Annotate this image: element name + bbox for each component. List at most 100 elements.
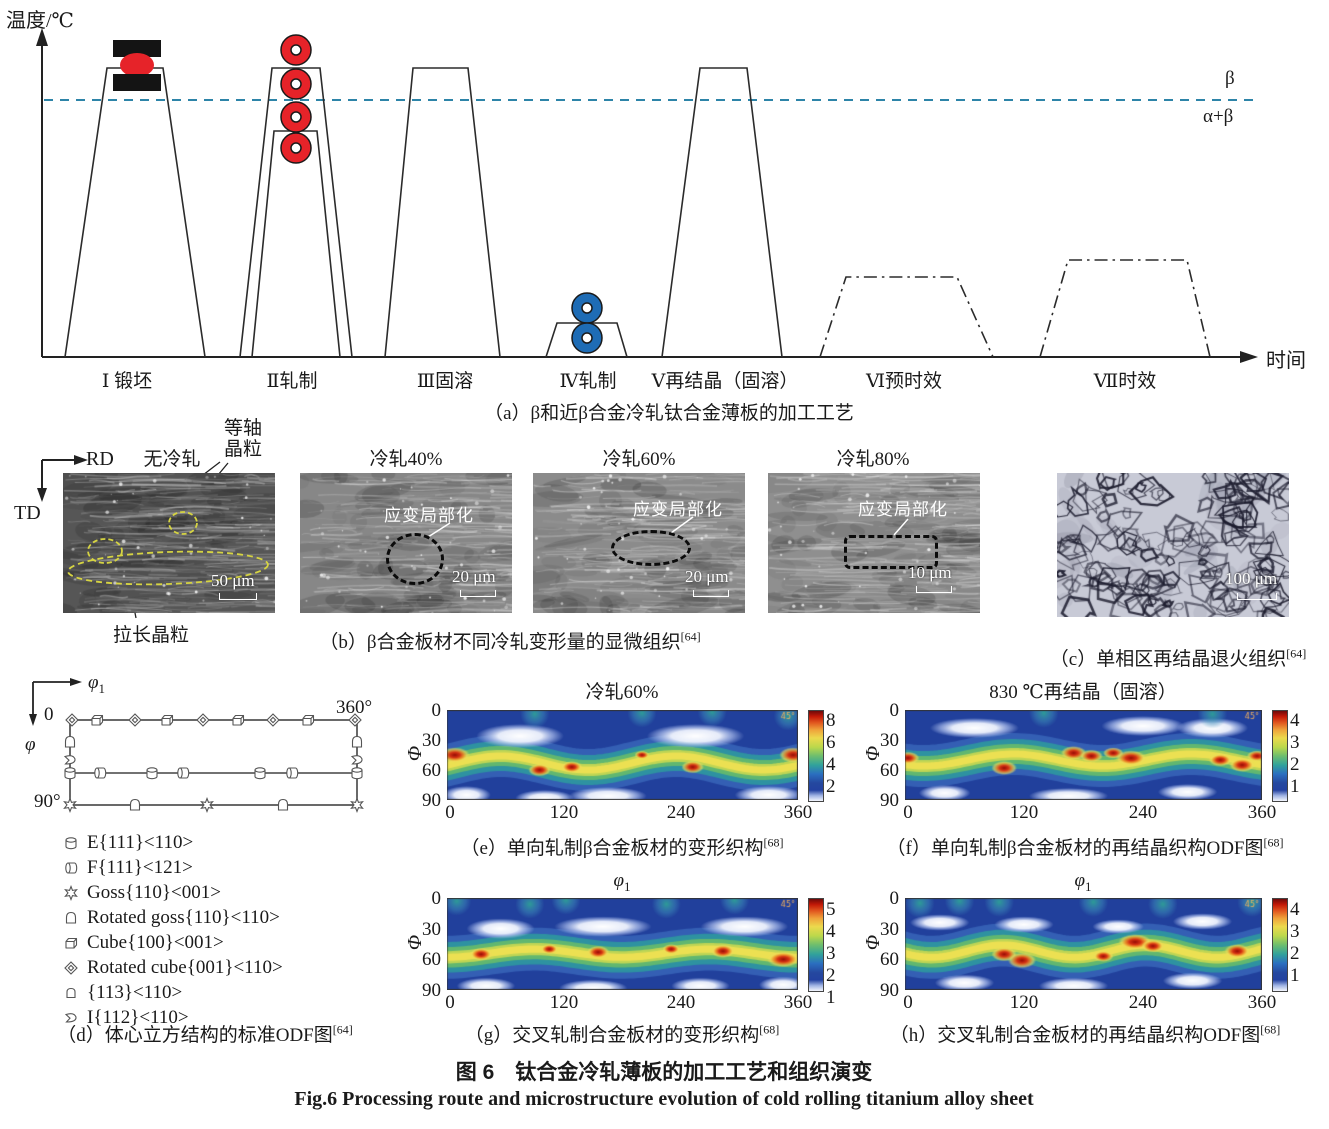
phi1-sub: 1 bbox=[98, 680, 106, 696]
scale-bar-label: 10 μm bbox=[908, 563, 952, 582]
panel-e-ytick: 30 bbox=[422, 730, 441, 751]
td-arrow-icon bbox=[37, 488, 47, 502]
caption-f: （f）单向轧制β合金板材的再结晶织构ODF图[68] bbox=[886, 833, 1283, 860]
step-label-preaging: Ⅵ预时效 bbox=[865, 371, 943, 392]
step-label-rolling: Ⅱ轧制 bbox=[266, 371, 318, 392]
panel-h-xtick: 120 bbox=[1009, 992, 1039, 1013]
panel-f-ytick: 0 bbox=[889, 700, 900, 721]
cbar-tick: 3 bbox=[1290, 732, 1300, 753]
panel-g-xtick: 0 bbox=[445, 992, 455, 1013]
cbar-tick: 1 bbox=[1290, 776, 1300, 797]
panel-h-ytick: 0 bbox=[889, 888, 900, 909]
cold-rolling-rollers-icon bbox=[571, 292, 603, 354]
scale-bar-icon bbox=[460, 590, 496, 597]
scale-bar-icon bbox=[693, 590, 729, 597]
scale-bar-icon bbox=[219, 593, 257, 600]
cbar-tick: 4 bbox=[1290, 710, 1300, 731]
caption-g-ref: [68] bbox=[759, 1022, 780, 1037]
scale-bar-label: 20 μm bbox=[452, 567, 496, 586]
caption-b-ref: [64] bbox=[680, 629, 701, 644]
panel-h-title-sub: 1 bbox=[1085, 878, 1092, 894]
phi-axis-arrow-icon bbox=[29, 714, 37, 726]
cbar-tick: 4 bbox=[1290, 899, 1300, 920]
strain-localization-annotation: 应变局部化 bbox=[633, 500, 723, 519]
panel-h-heatmap-canvas bbox=[905, 898, 1262, 990]
micrograph4-canvas bbox=[768, 473, 980, 613]
panel-h-ytick: 30 bbox=[880, 919, 899, 940]
caption-h-ref: [68] bbox=[1260, 1022, 1281, 1037]
star-symbol-icon bbox=[64, 885, 78, 900]
strain-localization-circle-icon bbox=[386, 533, 444, 585]
panel-h-colorbar bbox=[1272, 898, 1288, 992]
legend-label: Rotated cube{001}<110> bbox=[87, 956, 283, 978]
legend-item-rotated-cube: Rotated cube{001}<110> bbox=[62, 955, 283, 980]
panel-g-heatmap-canvas bbox=[447, 898, 798, 990]
forging-billet-icon bbox=[120, 53, 154, 77]
micrograph-cold-rolled-60: 应变局部化 20 μm bbox=[533, 473, 745, 613]
strain-localization-ellipse-icon bbox=[611, 530, 691, 566]
cbar-tick: 2 bbox=[1290, 754, 1300, 775]
cbar-tick: 1 bbox=[826, 987, 836, 1008]
legend-label: {113}<110> bbox=[87, 981, 183, 1003]
time-axis-arrow-icon bbox=[1240, 351, 1258, 363]
legend-label: I{112}<110> bbox=[87, 1006, 189, 1028]
scale-bar-icon bbox=[916, 586, 952, 593]
step2-trapezoid-inner bbox=[251, 130, 341, 358]
equiaxed-grain-annotation: 等轴晶粒 bbox=[224, 418, 263, 461]
caption-h: （h）交叉轧制合金板材的再结晶织构ODF图[68] bbox=[890, 1020, 1281, 1047]
panel-h-title: φ1 bbox=[1074, 870, 1091, 895]
panel-g-plot bbox=[447, 898, 798, 990]
legend-item-F: F{111}<121> bbox=[62, 855, 283, 880]
equiaxed-grain-outline-icon bbox=[87, 538, 123, 564]
caption-b: （b）β合金板材不同冷轧变形量的显微组织[64] bbox=[319, 627, 700, 654]
panel-h-xtick: 240 bbox=[1128, 992, 1158, 1013]
step5-trapezoid bbox=[661, 67, 783, 358]
legend-label: E{111}<110> bbox=[87, 831, 194, 853]
caption-e: （e）单向轧制β合金板材的变形织构[68] bbox=[460, 833, 783, 860]
panel-g-ytick: 60 bbox=[422, 949, 441, 970]
panel-e-heatmap-canvas bbox=[447, 710, 798, 800]
panel-e-ytick: 0 bbox=[431, 700, 442, 721]
rd-arrow-icon bbox=[74, 455, 88, 465]
caption-h-text: （h）交叉轧制合金板材的再结晶织构ODF图 bbox=[889, 1025, 1261, 1046]
step7-trapezoid bbox=[1039, 259, 1211, 358]
panel-e-xtick: 0 bbox=[445, 802, 455, 823]
panel-g-colorbar bbox=[808, 898, 824, 992]
pointer-overlay bbox=[893, 518, 909, 536]
step-label-solution: Ⅲ固溶 bbox=[416, 371, 474, 392]
panel-h-ytick: 90 bbox=[880, 980, 899, 1001]
legend-item-rotated-goss: Rotated goss{110}<110> bbox=[62, 905, 283, 930]
micrograph3-title: 冷轧60% bbox=[602, 449, 676, 470]
scale-bar-label: 100 μm bbox=[1225, 569, 1278, 588]
panel-f-colorbar bbox=[1272, 710, 1288, 802]
panel-g-title-sub: 1 bbox=[624, 878, 631, 894]
process-diagram bbox=[36, 28, 1260, 363]
forging-die-bottom-icon bbox=[113, 74, 161, 91]
micrograph1-title: 无冷轧 bbox=[143, 449, 201, 470]
cbar-tick: 3 bbox=[1290, 921, 1300, 942]
panel-f-xtick: 360 bbox=[1247, 802, 1277, 823]
legend-item-goss: Goss{110}<001> bbox=[62, 880, 283, 905]
panel-e-xtick: 120 bbox=[549, 802, 579, 823]
scale-bar-label: 50 μm bbox=[211, 571, 255, 590]
hot-rolling-rollers-icon bbox=[280, 34, 312, 164]
panel-g-xt ick: 360 bbox=[783, 992, 813, 1013]
caption-g: （g）交叉轧制合金板材的变形织构[68] bbox=[465, 1020, 780, 1047]
cbar-tick: 4 bbox=[826, 754, 836, 775]
caption-d: （d）体心立方结构的标准ODF图[64] bbox=[57, 1020, 353, 1047]
panel-f-heatmap-canvas bbox=[905, 710, 1262, 800]
step-label-cold-rolling: Ⅳ轧制 bbox=[559, 371, 617, 392]
legend-label: F{111}<121> bbox=[87, 856, 193, 878]
micrograph-c-canvas bbox=[1057, 473, 1289, 617]
phase-alpha-beta-label: α+β bbox=[1203, 106, 1234, 127]
cbar-tick: 2 bbox=[826, 776, 836, 797]
micrograph1-canvas bbox=[63, 473, 275, 613]
caption-d-text: （d）体心立方结构的标准ODF图 bbox=[57, 1025, 333, 1046]
time-axis-label: 时间 bbox=[1266, 350, 1306, 372]
caption-c-text: （c）单相区再结晶退火组织 bbox=[1049, 649, 1287, 670]
elongated-grain-annotation: 拉长晶粒 bbox=[113, 625, 190, 646]
cube-symbol-icon bbox=[65, 937, 78, 949]
caption-g-text: （g）交叉轧制合金板材的变形织构 bbox=[464, 1025, 760, 1046]
strain-localization-rect-icon bbox=[844, 535, 938, 569]
phi1-axis-arrow-icon bbox=[70, 678, 82, 686]
